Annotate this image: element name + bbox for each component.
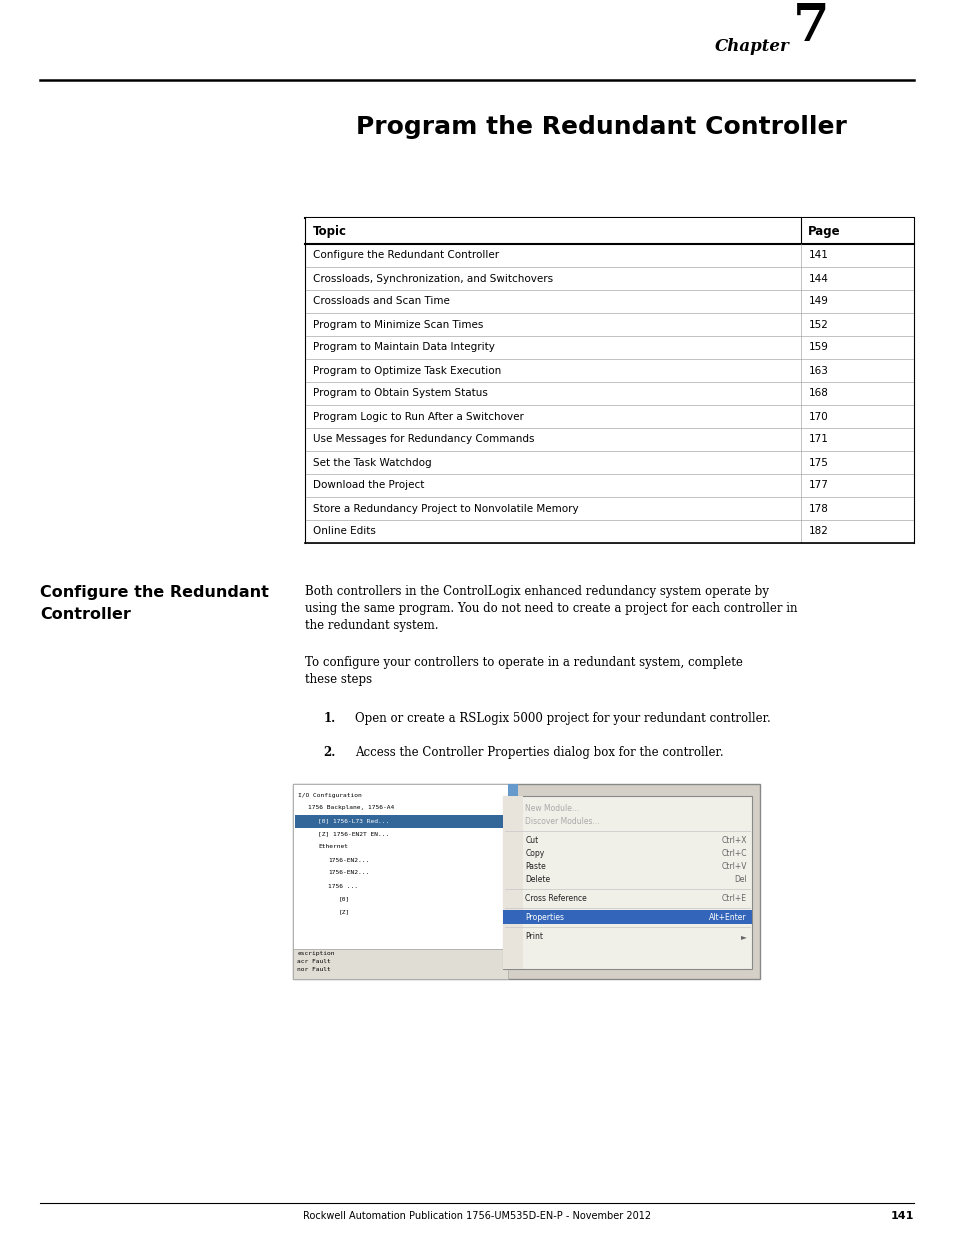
Text: 177: 177 bbox=[807, 480, 827, 490]
Text: 141: 141 bbox=[889, 1212, 913, 1221]
Text: Store a Redundancy Project to Nonvolatile Memory: Store a Redundancy Project to Nonvolatil… bbox=[313, 504, 578, 514]
Text: Ethernet: Ethernet bbox=[318, 845, 348, 850]
Text: Program to Maintain Data Integrity: Program to Maintain Data Integrity bbox=[313, 342, 495, 352]
Text: [0] 1756-L73 Red...: [0] 1756-L73 Red... bbox=[318, 819, 389, 824]
Text: 1756-EN2...: 1756-EN2... bbox=[328, 857, 369, 862]
Text: 144: 144 bbox=[807, 273, 827, 284]
Text: escription: escription bbox=[297, 951, 335, 956]
Text: Print: Print bbox=[525, 932, 542, 941]
Text: Ctrl+V: Ctrl+V bbox=[720, 862, 746, 871]
Text: 149: 149 bbox=[807, 296, 827, 306]
Text: the redundant system.: the redundant system. bbox=[305, 619, 438, 632]
Text: Controller: Controller bbox=[40, 606, 131, 622]
Text: [Z] 1756-EN2T EN...: [Z] 1756-EN2T EN... bbox=[318, 831, 389, 836]
Text: 2.: 2. bbox=[323, 746, 335, 760]
Text: Rockwell Automation Publication 1756-UM535D-EN-P - November 2012: Rockwell Automation Publication 1756-UM5… bbox=[303, 1212, 650, 1221]
Text: Access the Controller Properties dialog box for the controller.: Access the Controller Properties dialog … bbox=[355, 746, 723, 760]
FancyBboxPatch shape bbox=[293, 948, 508, 979]
FancyBboxPatch shape bbox=[503, 910, 751, 924]
Text: 141: 141 bbox=[807, 251, 827, 261]
Text: acr Fault: acr Fault bbox=[297, 960, 331, 965]
Text: 178: 178 bbox=[807, 504, 827, 514]
Text: 171: 171 bbox=[807, 435, 827, 445]
Text: To configure your controllers to operate in a redundant system, complete: To configure your controllers to operate… bbox=[305, 656, 742, 669]
FancyBboxPatch shape bbox=[508, 784, 517, 948]
FancyBboxPatch shape bbox=[305, 219, 913, 245]
Text: Ctrl+E: Ctrl+E bbox=[721, 894, 746, 903]
Text: 159: 159 bbox=[807, 342, 827, 352]
FancyBboxPatch shape bbox=[295, 815, 506, 827]
Text: 1756-EN2...: 1756-EN2... bbox=[328, 871, 369, 876]
FancyBboxPatch shape bbox=[503, 797, 523, 969]
Text: Topic: Topic bbox=[313, 225, 347, 237]
FancyBboxPatch shape bbox=[293, 784, 508, 948]
Text: 163: 163 bbox=[807, 366, 827, 375]
Text: Del: Del bbox=[734, 876, 746, 884]
Text: 182: 182 bbox=[807, 526, 827, 536]
Text: Use Messages for Redundancy Commands: Use Messages for Redundancy Commands bbox=[313, 435, 535, 445]
Text: Crossloads and Scan Time: Crossloads and Scan Time bbox=[313, 296, 450, 306]
Text: 1756 ...: 1756 ... bbox=[328, 883, 358, 888]
Text: Configure the Redundant Controller: Configure the Redundant Controller bbox=[313, 251, 498, 261]
Text: Page: Page bbox=[807, 225, 841, 237]
FancyBboxPatch shape bbox=[503, 797, 751, 969]
Text: 152: 152 bbox=[807, 320, 827, 330]
Text: these steps: these steps bbox=[305, 673, 372, 685]
Text: [0]: [0] bbox=[338, 897, 349, 902]
Text: Ctrl+C: Ctrl+C bbox=[720, 848, 746, 858]
Text: nor Fault: nor Fault bbox=[297, 967, 331, 972]
Text: Cross Reference: Cross Reference bbox=[525, 894, 586, 903]
Text: Cut: Cut bbox=[525, 836, 537, 845]
Text: Configure the Redundant: Configure the Redundant bbox=[40, 585, 269, 600]
Text: Discover Modules...: Discover Modules... bbox=[525, 818, 599, 826]
Text: using the same program. You do not need to create a project for each controller : using the same program. You do not need … bbox=[305, 601, 797, 615]
Text: 175: 175 bbox=[807, 457, 827, 468]
Text: Crossloads, Synchronization, and Switchovers: Crossloads, Synchronization, and Switcho… bbox=[313, 273, 553, 284]
Text: 1756 Backplane, 1756-A4: 1756 Backplane, 1756-A4 bbox=[308, 805, 395, 810]
Text: Alt+Enter: Alt+Enter bbox=[709, 913, 746, 923]
Text: New Module...: New Module... bbox=[525, 804, 578, 813]
FancyBboxPatch shape bbox=[293, 784, 760, 979]
Text: Program to Obtain System Status: Program to Obtain System Status bbox=[313, 389, 488, 399]
Text: 168: 168 bbox=[807, 389, 827, 399]
Text: Ctrl+X: Ctrl+X bbox=[720, 836, 746, 845]
Text: Open or create a RSLogix 5000 project for your redundant controller.: Open or create a RSLogix 5000 project fo… bbox=[355, 713, 770, 725]
Text: 170: 170 bbox=[807, 411, 827, 421]
Text: Program to Optimize Task Execution: Program to Optimize Task Execution bbox=[313, 366, 501, 375]
Text: Program Logic to Run After a Switchover: Program Logic to Run After a Switchover bbox=[313, 411, 523, 421]
Text: Delete: Delete bbox=[525, 876, 550, 884]
Text: Both controllers in the ControlLogix enhanced redundancy system operate by: Both controllers in the ControlLogix enh… bbox=[305, 585, 768, 598]
Text: Program the Redundant Controller: Program the Redundant Controller bbox=[355, 115, 845, 140]
Text: Program to Minimize Scan Times: Program to Minimize Scan Times bbox=[313, 320, 483, 330]
Text: ►: ► bbox=[740, 932, 746, 941]
Text: 7: 7 bbox=[793, 1, 829, 52]
Text: [Z]: [Z] bbox=[338, 909, 349, 914]
Text: Properties: Properties bbox=[525, 913, 563, 923]
Text: 1.: 1. bbox=[323, 713, 335, 725]
Text: Download the Project: Download the Project bbox=[313, 480, 424, 490]
Text: Online Edits: Online Edits bbox=[313, 526, 375, 536]
Text: Paste: Paste bbox=[525, 862, 545, 871]
Text: Set the Task Watchdog: Set the Task Watchdog bbox=[313, 457, 432, 468]
Text: Chapter: Chapter bbox=[715, 38, 789, 56]
Text: I/O Configuration: I/O Configuration bbox=[298, 793, 361, 798]
Text: Copy: Copy bbox=[525, 848, 544, 858]
